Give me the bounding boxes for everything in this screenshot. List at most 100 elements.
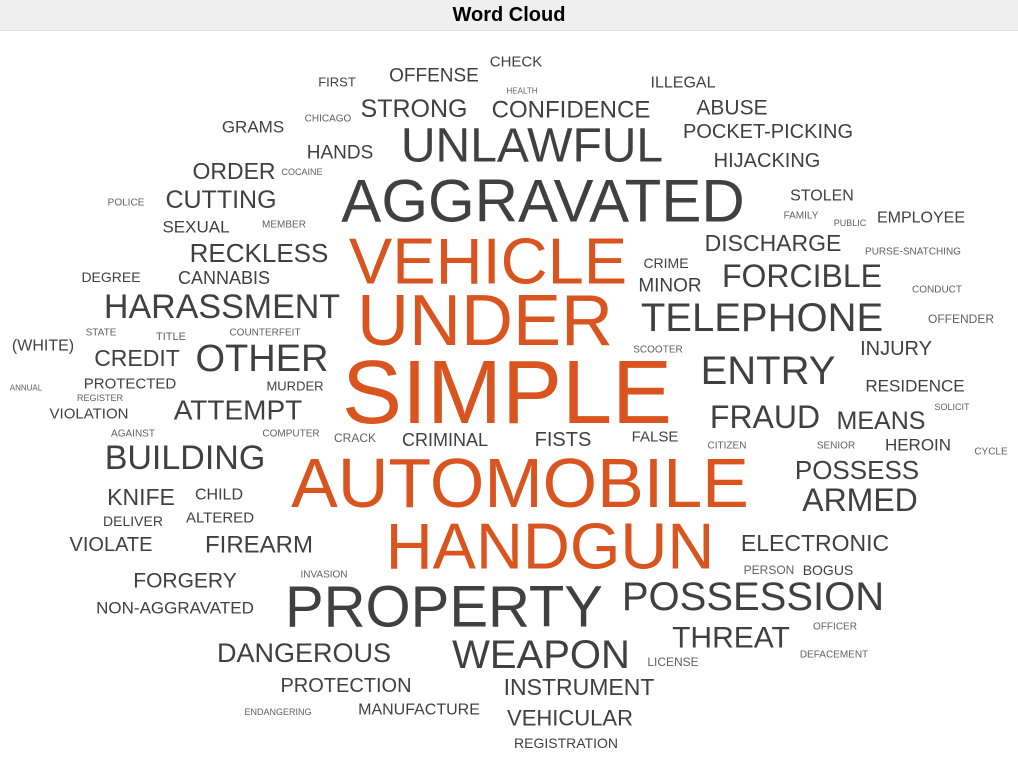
word-minor: MINOR: [638, 276, 701, 297]
word-fraud: FRAUD: [710, 399, 820, 435]
word-other: OTHER: [196, 338, 329, 380]
word-harassment: HARASSMENT: [104, 288, 340, 326]
word-counterfeit: COUNTERFEIT: [229, 328, 300, 339]
word-public: PUBLIC: [834, 218, 867, 228]
word-solicit: SOLICIT: [934, 402, 970, 412]
word-injury: INJURY: [860, 338, 932, 360]
word-discharge: DISCHARGE: [705, 230, 842, 256]
word-annual: ANNUAL: [10, 384, 43, 393]
word-against: AGAINST: [111, 429, 155, 440]
word-defacement: DEFACEMENT: [800, 650, 868, 661]
word-reckless: RECKLESS: [190, 238, 329, 268]
word-electronic: ELECTRONIC: [741, 530, 889, 556]
word-offense: OFFENSE: [389, 66, 479, 87]
word-cocaine: COCAINE: [281, 167, 322, 177]
word-building: BUILDING: [105, 439, 266, 477]
word-telephone: TELEPHONE: [641, 296, 883, 340]
word-dangerous: DANGEROUS: [217, 638, 391, 668]
word-hands: HANDS: [307, 143, 374, 164]
word-illegal: ILLEGAL: [651, 75, 716, 92]
word-altered: ALTERED: [186, 510, 254, 527]
word-registration: REGISTRATION: [514, 735, 618, 751]
word-health: HEALTH: [507, 87, 538, 96]
word-scooter: SCOOTER: [633, 345, 682, 356]
word-abuse: ABUSE: [696, 97, 767, 120]
word-confidence: CONFIDENCE: [492, 97, 651, 124]
word-vehicle: VEHICLE: [349, 225, 627, 298]
word-degree: DEGREE: [81, 269, 140, 285]
word-possess: POSSESS: [795, 455, 919, 485]
word-fists: FISTS: [535, 429, 592, 451]
word-vehicular: VEHICULAR: [507, 706, 633, 731]
word-state: STATE: [86, 328, 117, 339]
word-grams: GRAMS: [222, 118, 284, 137]
word-aggravated: AGGRAVATED: [341, 168, 744, 235]
word-protection: PROTECTION: [280, 675, 411, 697]
word-violation: VIOLATION: [50, 406, 129, 423]
word-first: FIRST: [318, 75, 356, 90]
word-non-aggravated: NON-AGGRAVATED: [96, 599, 254, 618]
word-manufacture: MANUFACTURE: [358, 702, 480, 719]
word-protected: PROTECTED: [84, 376, 177, 393]
word-crack: CRACK: [334, 431, 376, 445]
word-knife: KNIFE: [107, 484, 175, 510]
word-possession: POSSESSION: [622, 575, 884, 619]
word-pocket-picking: POCKET-PICKING: [683, 121, 853, 143]
word-firearm: FIREARM: [205, 532, 313, 559]
word-attempt: ATTEMPT: [174, 395, 303, 426]
word-strong: STRONG: [361, 95, 468, 123]
word-child: CHILD: [195, 487, 243, 504]
word-stolen: STOLEN: [790, 188, 854, 205]
word-cycle: CYCLE: [974, 447, 1008, 458]
word-credit: CREDIT: [94, 345, 180, 371]
word-white: (WHITE): [12, 338, 74, 355]
word-bogus: BOGUS: [803, 562, 854, 578]
word-cannabis: CANNABIS: [178, 268, 270, 288]
word-heroin: HEROIN: [885, 436, 951, 455]
word-conduct: CONDUCT: [912, 285, 962, 296]
word-murder: MURDER: [266, 379, 323, 394]
word-license: LICENSE: [647, 655, 698, 669]
word-officer: OFFICER: [813, 622, 857, 633]
word-employee: EMPLOYEE: [877, 210, 965, 227]
chart-title-bar: Word Cloud: [0, 0, 1018, 31]
word-instrument: INSTRUMENT: [504, 674, 655, 700]
word-simple: SIMPLE: [342, 343, 672, 443]
word-means: MEANS: [837, 407, 926, 435]
word-crime: CRIME: [643, 255, 688, 271]
word-forcible: FORCIBLE: [722, 258, 882, 294]
word-citizen: CITIZEN: [708, 441, 747, 452]
word-check: CHECK: [490, 54, 543, 71]
word-offender: OFFENDER: [928, 312, 994, 326]
word-sexual: SEXUAL: [162, 218, 229, 237]
word-forgery: FORGERY: [133, 570, 236, 593]
word-police: POLICE: [108, 198, 145, 209]
word-handgun: HANDGUN: [386, 510, 715, 583]
word-register: REGISTER: [77, 393, 124, 403]
word-computer: COMPUTER: [262, 429, 319, 440]
word-deliver: DELIVER: [103, 513, 163, 529]
chart-title: Word Cloud: [452, 4, 566, 26]
word-threat: THREAT: [672, 622, 790, 655]
word-hijacking: HIJACKING: [714, 150, 821, 172]
word-residence: RESIDENCE: [865, 377, 964, 396]
word-property: PROPERTY: [285, 575, 603, 640]
word-order: ORDER: [192, 158, 275, 184]
word-purse-snatching: PURSE-SNATCHING: [865, 247, 961, 258]
word-weapon: WEAPON: [452, 633, 630, 677]
word-cutting: CUTTING: [165, 186, 276, 214]
word-family: FAMILY: [784, 211, 819, 222]
word-title: TITLE: [156, 331, 186, 343]
word-entry: ENTRY: [701, 349, 836, 393]
word-under: UNDER: [357, 281, 613, 361]
word-criminal: CRIMINAL: [402, 430, 488, 450]
word-senior: SENIOR: [817, 441, 855, 452]
word-member: MEMBER: [262, 220, 306, 231]
word-violate: VIOLATE: [70, 534, 153, 556]
word-false: FALSE: [632, 429, 679, 446]
word-armed: ARMED: [802, 482, 918, 518]
word-endangering: ENDANGERING: [244, 707, 311, 717]
word-unlawful: UNLAWFUL: [401, 120, 663, 173]
word-invasion: INVASION: [300, 570, 347, 581]
